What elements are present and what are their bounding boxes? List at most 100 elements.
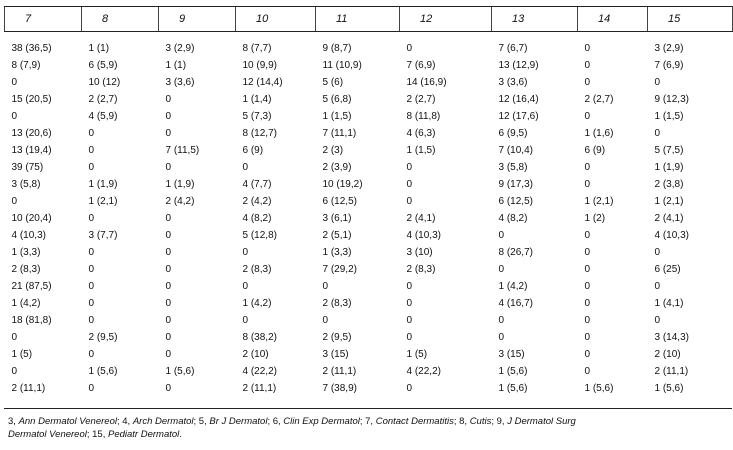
column-header: 9 [158, 6, 236, 32]
table-cell: 7 (11,1) [322, 128, 357, 139]
table-cell: 0 [11, 77, 18, 88]
table-cell: 0 [584, 60, 591, 71]
table-cell: 0 [654, 128, 661, 139]
table-row: 0 4 (5,9) 0 5 (7,3) 1 (1,5) 8 (11,8) 12 (17,6)… [5, 108, 733, 125]
table-cell: 0 [498, 230, 505, 241]
footnote-text: ; 6, [267, 416, 284, 427]
table-cell: 4 (22,2) [242, 366, 277, 377]
table-cell: 2 (4,2) [165, 196, 195, 207]
table-cell: 4 (16,7) [498, 298, 533, 309]
table-cell: 1 (1,5) [406, 145, 436, 156]
table-cell: 2 (4,2) [242, 196, 272, 207]
table-cell: 0 [322, 315, 329, 326]
table-cell: 1 (5,6) [498, 383, 528, 394]
table-cell: 0 [165, 94, 172, 105]
table-cell: 1 (4,1) [654, 298, 684, 309]
table-cell: 2 (3,8) [654, 179, 684, 190]
table-cell: 0 [584, 111, 591, 122]
table-cell: 9 (17,3) [498, 179, 533, 190]
table-row: 15 (20,5) 2 (2,7) 0 1 (1,4) 5 (6,8) 2 (2,7) 12… [5, 91, 733, 108]
table-row: 21 (87,5) 0 0 0 0 0 1 (4,2) 0 0 [5, 278, 733, 295]
table-cell: 0 [165, 213, 172, 224]
table-cell: 2 (8,3) [406, 264, 436, 275]
footnote-text: ; 9, [491, 416, 508, 427]
table-cell: 1 (1) [165, 60, 187, 71]
table-cell: 0 [584, 179, 591, 190]
table-cell: 0 [584, 247, 591, 258]
table-cell: 6 (12,5) [498, 196, 533, 207]
table-cell: 0 [11, 111, 18, 122]
table-cell: 13 (12,9) [498, 60, 539, 71]
table-cell: 7 (6,9) [654, 60, 684, 71]
journal-name: Arch Dermatol [132, 416, 194, 427]
table-cell: 2 (5,1) [322, 230, 352, 241]
table-cell: 0 [165, 230, 172, 241]
table-cell: 6 (9,5) [498, 128, 528, 139]
journal-name: J Dermatol Surg [507, 416, 576, 427]
table-cell: 2 (11,1) [654, 366, 689, 377]
table-cell: 1 (1,5) [322, 111, 352, 122]
table-cell: 0 [11, 196, 18, 207]
table-cell: 0 [584, 162, 591, 173]
table-cell: 8 (11,8) [406, 111, 441, 122]
table-cell: 2 (11,1) [322, 366, 357, 377]
table-cell: 1 (5,6) [654, 383, 684, 394]
table-cell: 0 [88, 315, 95, 326]
table-cell: 4 (10,3) [406, 230, 441, 241]
journal-name: Contact Dermatitis [375, 416, 454, 427]
table-cell: 2 (4,1) [654, 213, 684, 224]
table-cell: 2 (2,7) [88, 94, 118, 105]
table-cell: 2 (9,5) [88, 332, 118, 343]
table-cell: 0 [165, 383, 172, 394]
table-row: 0 1 (2,1) 2 (4,2) 2 (4,2) 6 (12,5) 0 6 (12,5) 1… [5, 193, 733, 210]
table-cell: 0 [88, 247, 95, 258]
table-cell: 18 (81,8) [11, 315, 52, 326]
table-cell: 10 (19,2) [322, 179, 363, 190]
table-cell: 0 [88, 298, 95, 309]
table-cell: 6 (5,9) [88, 60, 118, 71]
table-cell: 5 (6,8) [322, 94, 352, 105]
column-header: 15 [647, 6, 733, 32]
footnote-line-2: Dermatol Venereol; 15, Pediatr Dermatol. [8, 428, 730, 441]
table-cell: 0 [498, 332, 505, 343]
table-row: 0 10 (12) 3 (3,6) 12 (14,4) 5 (6) 14 (16,9) 3 … [5, 74, 733, 91]
table-cell: 7 (11,5) [165, 145, 200, 156]
footnote-text: . [179, 429, 182, 440]
table-cell: 12 (14,4) [242, 77, 283, 88]
table-cell: 14 (16,9) [406, 77, 447, 88]
table-cell: 5 (12,8) [242, 230, 277, 241]
table-cell: 0 [584, 366, 591, 377]
table-row: 13 (19,4) 0 7 (11,5) 6 (9) 2 (3) 1 (1,5) 7 (10… [5, 142, 733, 159]
table-cell: 6 (12,5) [322, 196, 357, 207]
table-cell: 1 (5,6) [88, 366, 118, 377]
table-cell: 11 (10,9) [322, 60, 362, 71]
table-cell: 1 (1,6) [584, 128, 614, 139]
table-cell: 13 (19,4) [11, 145, 52, 156]
table-cell: 0 [406, 315, 413, 326]
table-cell: 0 [584, 281, 591, 292]
table-cell: 7 (6,9) [406, 60, 436, 71]
table-cell: 7 (10,4) [498, 145, 533, 156]
journal-name: Clin Exp Dermatol [283, 416, 360, 427]
table-cell: 13 (20,6) [11, 128, 52, 139]
footnote-text: ; 15, [86, 429, 108, 440]
table-cell: 3 (6,1) [322, 213, 352, 224]
table-cell: 0 [406, 383, 413, 394]
table-cell: 0 [88, 281, 95, 292]
table-cell: 1 (5,6) [498, 366, 528, 377]
table-cell: 0 [406, 332, 413, 343]
table-cell: 0 [584, 230, 591, 241]
table-cell: 0 [165, 315, 172, 326]
table-cell: 0 [584, 332, 591, 343]
table-cell: 9 (12,3) [654, 94, 689, 105]
table-cell: 3 (15) [498, 349, 525, 360]
table-cell: 4 (10,3) [654, 230, 689, 241]
journal-name: Br J Dermatol [209, 416, 268, 427]
table-cell: 0 [88, 264, 95, 275]
table-cell: 0 [498, 264, 505, 275]
table-cell: 8 (7,7) [242, 43, 272, 54]
table-cell: 3 (5,8) [498, 162, 528, 173]
table-cell: 0 [242, 247, 249, 258]
table-cell: 10 (20,4) [11, 213, 52, 224]
table-row: 8 (7,9) 6 (5,9) 1 (1) 10 (9,9) 11 (10,9) 7 (6… [5, 57, 733, 74]
